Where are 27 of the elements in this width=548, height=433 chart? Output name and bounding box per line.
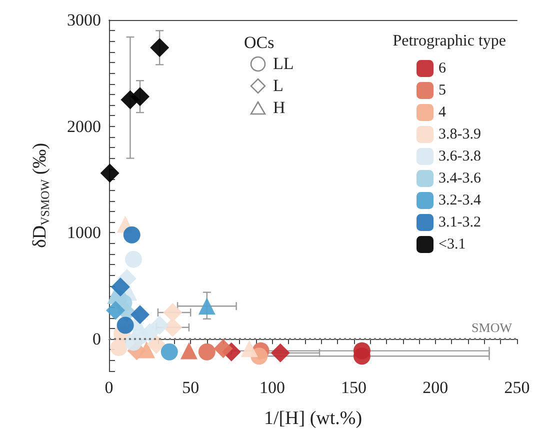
annotation: H (273, 98, 286, 118)
legend-label: 3.4-3.6 (438, 170, 482, 186)
legend-label: <3.1 (438, 236, 466, 252)
x-tick-label: 100 (259, 378, 285, 397)
annotation: LL (273, 54, 294, 74)
y-axis-title: δDVSMOW (‰) (30, 142, 52, 248)
x-tick-label: 0 (104, 378, 114, 397)
legend-label: 3.6-3.8 (438, 148, 482, 164)
annotation: OCs (244, 33, 274, 53)
x-tick-label: 200 (422, 378, 448, 397)
x-tick-label: 150 (341, 378, 367, 397)
annotation: L (273, 76, 284, 96)
x-axis-title: 1/[H] (wt.%) (264, 408, 362, 429)
x-tick-label: 50 (182, 378, 200, 397)
y-tick-label: 0 (92, 330, 101, 349)
legend-label: 6 (438, 60, 447, 76)
y-tick-label: 3000 (67, 10, 101, 30)
legend-title: Petrographic type (392, 32, 506, 50)
legend-label: 3.2-3.4 (438, 192, 482, 208)
legend-label: 4 (438, 104, 447, 120)
y-tick-label: 2000 (67, 116, 101, 136)
ref-line-label: SMOW (472, 320, 513, 336)
y-tick-label: 1000 (67, 223, 101, 242)
legend-label: 5 (438, 82, 446, 98)
x-tick-label: 250 (504, 378, 530, 397)
legend-label: 3.8-3.9 (438, 126, 482, 142)
legend-label: 3.1-3.2 (438, 214, 482, 230)
